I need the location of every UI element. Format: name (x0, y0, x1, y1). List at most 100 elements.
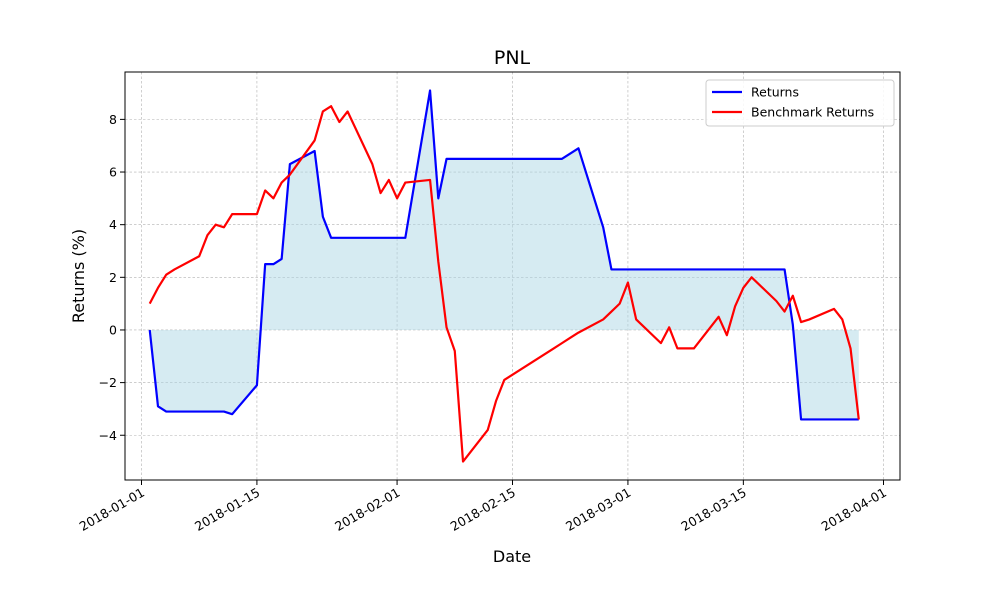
benchmark-returns-point (627, 281, 629, 283)
returns-point (520, 158, 522, 160)
x-tick-label: 2018-03-15 (678, 485, 748, 534)
returns-legend-label: Returns (751, 85, 799, 100)
returns-point (511, 158, 513, 160)
chart-title: PNL (494, 47, 531, 69)
benchmark-returns-point (165, 273, 167, 275)
returns-point (553, 158, 555, 160)
benchmark-returns-point (231, 213, 233, 215)
benchmark-returns-point (569, 337, 571, 339)
x-tick-label: 2018-02-01 (332, 485, 402, 534)
returns-point (206, 410, 208, 412)
benchmark-returns-point (775, 300, 777, 302)
benchmark-returns-point (280, 181, 282, 183)
benchmark-returns-point (223, 226, 225, 228)
returns-point (783, 268, 785, 270)
x-tick-label: 2018-01-15 (192, 485, 262, 534)
returns-point (454, 158, 456, 160)
benchmark-returns-point (157, 287, 159, 289)
benchmark-returns-point (676, 347, 678, 349)
series-lines (148, 89, 860, 463)
benchmark-returns-point (206, 234, 208, 236)
returns-point (569, 152, 571, 154)
returns-point (561, 158, 563, 160)
returns-point (726, 268, 728, 270)
returns-point (602, 226, 604, 228)
benchmark-returns-point (561, 342, 563, 344)
benchmark-returns-point (487, 429, 489, 431)
benchmark-returns-point (338, 121, 340, 123)
benchmark-returns-point (610, 310, 612, 312)
returns-point (668, 268, 670, 270)
benchmark-returns-point (437, 260, 439, 262)
x-tick-label: 2018-02-15 (448, 485, 518, 534)
benchmark-returns-point (858, 418, 860, 420)
returns-point (173, 410, 175, 412)
y-axis-label: Returns (%) (69, 229, 88, 323)
returns-point (792, 323, 794, 325)
returns-point (610, 268, 612, 270)
benchmark-returns-point (149, 302, 151, 304)
benchmark-returns-point (214, 223, 216, 225)
benchmark-returns-point (404, 181, 406, 183)
benchmark-returns-legend-label: Benchmark Returns (751, 105, 874, 120)
returns-point (198, 410, 200, 412)
benchmark-returns-point (396, 197, 398, 199)
returns-point (503, 158, 505, 160)
returns-point (379, 237, 381, 239)
benchmark-returns-point (833, 308, 835, 310)
benchmark-returns-point (503, 379, 505, 381)
y-tick-label: 6 (109, 165, 117, 180)
benchmark-returns-point (750, 276, 752, 278)
returns-point (717, 268, 719, 270)
benchmark-returns-point (445, 326, 447, 328)
x-tick-label: 2018-03-01 (563, 485, 633, 534)
benchmark-returns-point (520, 368, 522, 370)
x-tick-label: 2018-04-01 (819, 485, 889, 534)
returns-point (800, 418, 802, 420)
returns-point (313, 150, 315, 152)
returns-point (577, 147, 579, 149)
returns-point (272, 263, 274, 265)
benchmark-returns-point (618, 302, 620, 304)
returns-point (841, 418, 843, 420)
returns-point (627, 268, 629, 270)
benchmark-returns-point (668, 326, 670, 328)
benchmark-returns-point (684, 347, 686, 349)
benchmark-returns-line (148, 105, 860, 463)
returns-point (256, 384, 258, 386)
benchmark-returns-point (322, 110, 324, 112)
y-tick-label: 0 (109, 322, 117, 337)
returns-point (750, 268, 752, 270)
benchmark-returns-point (800, 321, 802, 323)
benchmark-returns-point (660, 342, 662, 344)
x-tick-label: 2018-01-01 (77, 485, 147, 534)
returns-point (676, 268, 678, 270)
benchmark-returns-point (726, 334, 728, 336)
returns-point (462, 158, 464, 160)
returns-point (346, 237, 348, 239)
benchmark-returns-point (173, 268, 175, 270)
benchmark-returns-point (792, 295, 794, 297)
y-tick-label: 8 (109, 112, 117, 127)
returns-point (429, 89, 431, 91)
returns-point (231, 413, 233, 415)
benchmark-returns-point (272, 197, 274, 199)
benchmark-returns-point (346, 110, 348, 112)
benchmark-returns-point (849, 347, 851, 349)
returns-point (330, 237, 332, 239)
returns-point (684, 268, 686, 270)
benchmark-returns-point (808, 318, 810, 320)
x-axis-ticks: 2018-01-01 2018-01-15 2018-02-01 2018-02-15… (77, 480, 889, 534)
returns-point (396, 237, 398, 239)
benchmark-returns-point (742, 287, 744, 289)
benchmark-returns-point (429, 179, 431, 181)
y-axis-ticks: −4 −2 0 2 4 6 8 (99, 112, 125, 443)
benchmark-returns-point (553, 347, 555, 349)
y-tick-label: −2 (99, 375, 117, 390)
returns-point (742, 268, 744, 270)
benchmark-returns-point (511, 374, 513, 376)
benchmark-returns-point (371, 163, 373, 165)
benchmark-returns-point (388, 179, 390, 181)
